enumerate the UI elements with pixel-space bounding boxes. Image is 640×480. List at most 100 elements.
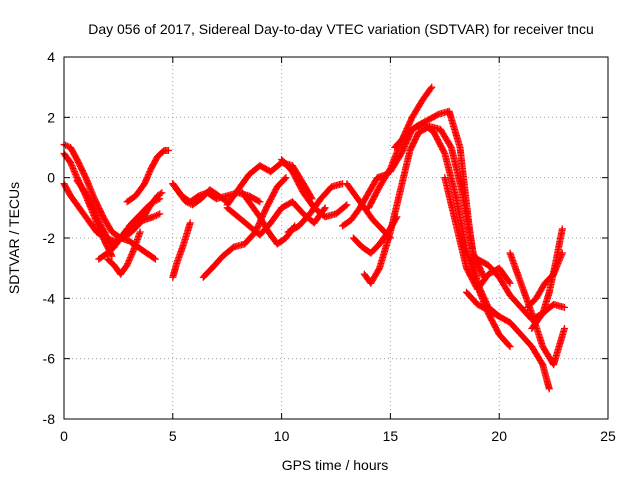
data-point bbox=[129, 248, 137, 256]
data-point bbox=[67, 160, 75, 168]
data-point bbox=[70, 166, 78, 174]
series-26 bbox=[463, 288, 553, 393]
chart-title: Day 056 of 2017, Sidereal Day-to-day VTE… bbox=[88, 21, 594, 37]
data-point bbox=[186, 219, 194, 227]
data-point bbox=[128, 251, 136, 259]
data-point bbox=[128, 249, 136, 257]
data-point bbox=[94, 214, 102, 222]
x-tick-label: 5 bbox=[169, 428, 177, 444]
data-point bbox=[62, 141, 70, 149]
data-point bbox=[505, 341, 513, 349]
y-tick-label: -6 bbox=[43, 351, 56, 367]
data-point bbox=[256, 198, 264, 206]
data-point bbox=[321, 204, 329, 212]
data-point bbox=[136, 228, 144, 236]
data-marks bbox=[60, 83, 568, 393]
series-2 bbox=[60, 150, 116, 260]
x-tick-label: 25 bbox=[600, 428, 616, 444]
series-25 bbox=[441, 174, 514, 293]
data-point bbox=[93, 213, 101, 221]
data-point bbox=[70, 168, 78, 176]
data-point bbox=[124, 258, 132, 266]
data-point bbox=[145, 169, 153, 177]
data-point bbox=[428, 83, 436, 91]
data-point bbox=[142, 175, 150, 183]
data-point bbox=[126, 254, 134, 262]
data-point bbox=[558, 249, 566, 257]
y-tick-label: -2 bbox=[43, 230, 56, 246]
data-point bbox=[282, 174, 290, 182]
grid-lines bbox=[64, 57, 608, 419]
data-point bbox=[72, 171, 80, 179]
data-point bbox=[342, 202, 350, 210]
data-point bbox=[94, 216, 102, 224]
data-point bbox=[505, 278, 513, 286]
series-7 bbox=[123, 147, 172, 206]
data-point bbox=[156, 195, 164, 203]
data-point bbox=[154, 211, 162, 219]
y-tick-label: 0 bbox=[47, 170, 55, 186]
data-point bbox=[152, 211, 160, 219]
series-8 bbox=[125, 195, 164, 230]
data-point bbox=[68, 162, 76, 170]
data-point bbox=[123, 261, 131, 269]
data-point bbox=[144, 172, 152, 180]
data-point bbox=[142, 177, 150, 185]
y-axis-label: SDTVAR / TECUs bbox=[6, 182, 22, 294]
data-point bbox=[90, 207, 98, 215]
data-point bbox=[125, 257, 133, 265]
data-point bbox=[320, 205, 328, 213]
data-point bbox=[558, 225, 566, 233]
data-point bbox=[156, 190, 164, 198]
data-point bbox=[149, 198, 157, 206]
data-point bbox=[152, 196, 160, 204]
y-tick-label: 4 bbox=[47, 49, 55, 65]
series-12 bbox=[199, 174, 290, 281]
x-tick-label: 10 bbox=[274, 428, 290, 444]
series-28 bbox=[506, 249, 568, 369]
x-axis-label: GPS time / hours bbox=[282, 457, 389, 473]
series-30 bbox=[523, 249, 566, 311]
data-point bbox=[126, 255, 134, 263]
data-point bbox=[154, 196, 162, 204]
data-point bbox=[560, 303, 568, 311]
data-point bbox=[149, 213, 157, 221]
x-tick-label: 20 bbox=[491, 428, 507, 444]
data-point bbox=[545, 385, 553, 393]
data-point bbox=[124, 260, 132, 268]
data-point bbox=[144, 171, 152, 179]
data-point bbox=[71, 169, 79, 177]
data-point bbox=[63, 142, 71, 150]
y-tick-label: -8 bbox=[43, 411, 56, 427]
series-4 bbox=[73, 177, 118, 251]
data-point bbox=[254, 197, 262, 205]
series-15 bbox=[238, 189, 299, 248]
data-point bbox=[127, 252, 135, 260]
x-tick-label: 0 bbox=[60, 428, 68, 444]
y-tick-label: -4 bbox=[43, 290, 56, 306]
data-point bbox=[108, 252, 116, 260]
data-point bbox=[427, 85, 435, 93]
series-16 bbox=[278, 156, 351, 221]
data-point bbox=[151, 212, 159, 220]
data-point bbox=[141, 178, 149, 186]
data-point bbox=[96, 219, 104, 227]
data-point bbox=[156, 210, 164, 218]
series-6 bbox=[104, 228, 144, 278]
data-point bbox=[91, 208, 99, 216]
data-point bbox=[146, 168, 154, 176]
series-17 bbox=[284, 180, 347, 236]
data-point bbox=[343, 201, 351, 209]
data-point bbox=[151, 197, 159, 205]
data-point bbox=[69, 165, 77, 173]
data-point bbox=[141, 180, 149, 188]
x-tick-label: 15 bbox=[383, 428, 399, 444]
data-point bbox=[506, 279, 514, 287]
data-point bbox=[151, 255, 159, 263]
data-point bbox=[506, 343, 514, 351]
data-point bbox=[281, 175, 289, 183]
data-point bbox=[67, 159, 75, 167]
series-24 bbox=[391, 107, 503, 320]
series-10 bbox=[169, 219, 194, 281]
